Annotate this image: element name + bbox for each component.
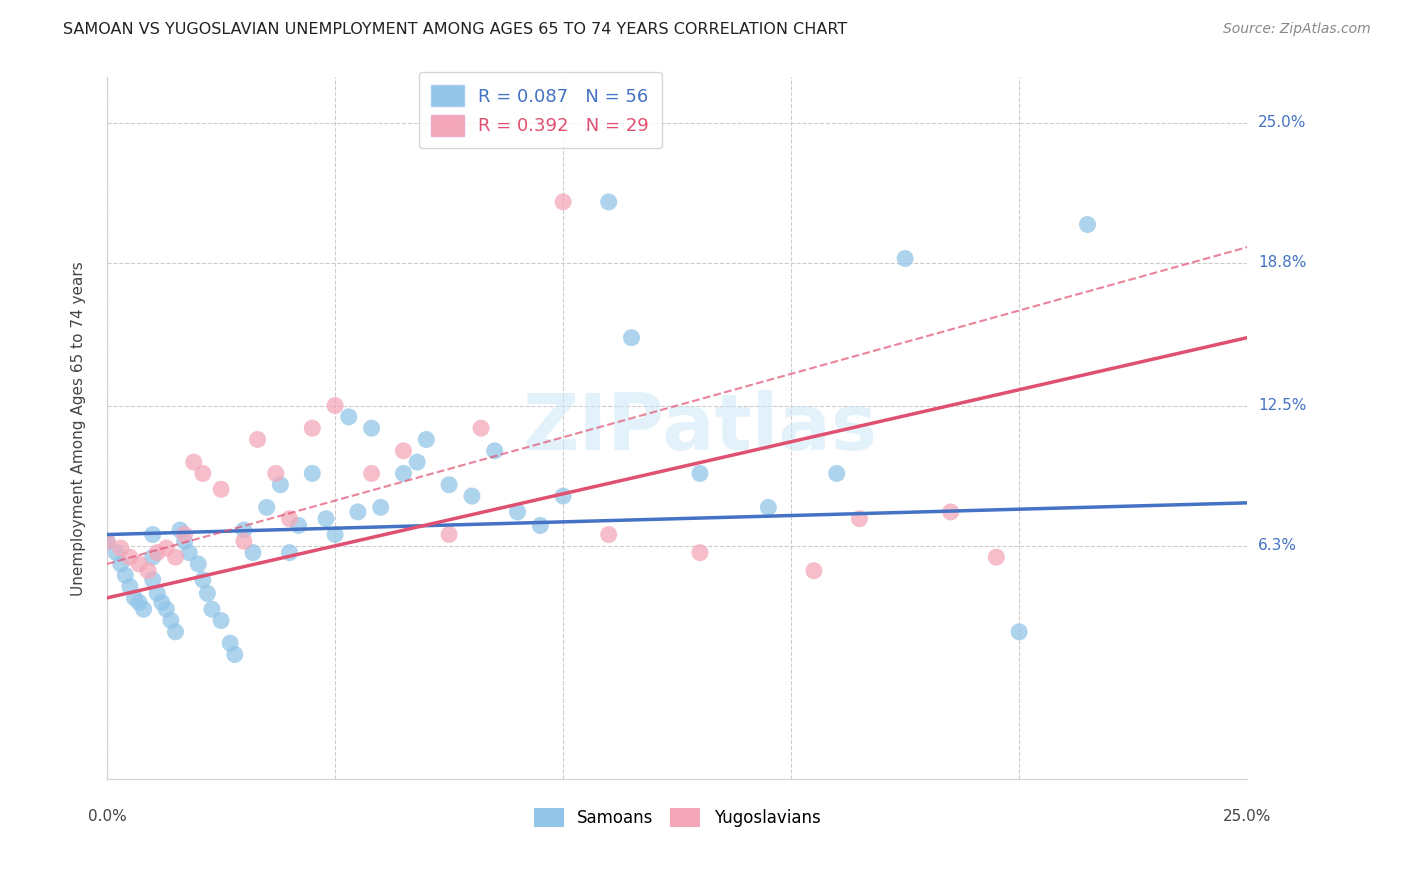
Point bbox=[986, 550, 1008, 565]
Point bbox=[118, 550, 141, 565]
Text: SAMOAN VS YUGOSLAVIAN UNEMPLOYMENT AMONG AGES 65 TO 74 YEARS CORRELATION CHART: SAMOAN VS YUGOSLAVIAN UNEMPLOYMENT AMONG… bbox=[63, 22, 848, 37]
Point bbox=[1008, 624, 1031, 639]
Point bbox=[939, 505, 962, 519]
Point bbox=[165, 624, 187, 639]
Point bbox=[415, 433, 437, 447]
Point bbox=[110, 541, 132, 555]
Point bbox=[287, 518, 309, 533]
Point bbox=[756, 500, 779, 515]
Point bbox=[146, 546, 169, 560]
Point bbox=[132, 602, 155, 616]
Point bbox=[179, 546, 201, 560]
Point bbox=[323, 399, 346, 413]
Point bbox=[689, 546, 711, 560]
Point bbox=[470, 421, 492, 435]
Point bbox=[506, 505, 529, 519]
Point bbox=[146, 586, 169, 600]
Point bbox=[1077, 218, 1099, 232]
Point bbox=[191, 573, 214, 587]
Point bbox=[232, 523, 254, 537]
Point bbox=[301, 421, 323, 435]
Point bbox=[484, 443, 506, 458]
Point bbox=[96, 534, 118, 549]
Point bbox=[553, 194, 575, 209]
Point bbox=[187, 557, 209, 571]
Text: Source: ZipAtlas.com: Source: ZipAtlas.com bbox=[1223, 22, 1371, 37]
Point bbox=[142, 527, 165, 541]
Point bbox=[553, 489, 575, 503]
Point bbox=[894, 252, 917, 266]
Point bbox=[278, 511, 301, 525]
Point bbox=[620, 331, 643, 345]
Point bbox=[461, 489, 484, 503]
Point bbox=[337, 409, 360, 424]
Point bbox=[219, 636, 242, 650]
Point bbox=[232, 534, 254, 549]
Point bbox=[264, 467, 287, 481]
Point bbox=[269, 477, 291, 491]
Point bbox=[197, 586, 219, 600]
Point bbox=[118, 580, 141, 594]
Point bbox=[406, 455, 429, 469]
Point bbox=[150, 595, 173, 609]
Point bbox=[128, 595, 150, 609]
Point bbox=[173, 534, 195, 549]
Point bbox=[136, 564, 159, 578]
Point bbox=[848, 511, 870, 525]
Point bbox=[169, 523, 191, 537]
Point bbox=[315, 511, 337, 525]
Text: 25.0%: 25.0% bbox=[1258, 115, 1306, 130]
Point bbox=[392, 443, 415, 458]
Point bbox=[114, 568, 136, 582]
Text: 25.0%: 25.0% bbox=[1223, 809, 1271, 824]
Text: 6.3%: 6.3% bbox=[1258, 539, 1298, 553]
Point bbox=[124, 591, 146, 605]
Text: 0.0%: 0.0% bbox=[87, 809, 127, 824]
Text: ZIPatlas: ZIPatlas bbox=[523, 390, 877, 467]
Point bbox=[209, 614, 232, 628]
Point bbox=[209, 483, 232, 497]
Point bbox=[256, 500, 278, 515]
Point bbox=[173, 527, 195, 541]
Point bbox=[360, 467, 382, 481]
Point bbox=[360, 421, 382, 435]
Point bbox=[183, 455, 205, 469]
Point bbox=[128, 557, 150, 571]
Point bbox=[96, 534, 118, 549]
Point bbox=[246, 433, 269, 447]
Point bbox=[110, 557, 132, 571]
Point bbox=[191, 467, 214, 481]
Point bbox=[142, 573, 165, 587]
Point bbox=[598, 527, 620, 541]
Point bbox=[598, 194, 620, 209]
Point bbox=[142, 550, 165, 565]
Point bbox=[201, 602, 224, 616]
Text: 18.8%: 18.8% bbox=[1258, 255, 1306, 270]
Point bbox=[347, 505, 370, 519]
Point bbox=[165, 550, 187, 565]
Point bbox=[224, 648, 246, 662]
Point bbox=[370, 500, 392, 515]
Point bbox=[323, 527, 346, 541]
Point bbox=[392, 467, 415, 481]
Point bbox=[242, 546, 264, 560]
Point bbox=[437, 477, 460, 491]
Point bbox=[529, 518, 551, 533]
Point bbox=[301, 467, 323, 481]
Point bbox=[278, 546, 301, 560]
Legend: Samoans, Yugoslavians: Samoans, Yugoslavians bbox=[527, 801, 827, 834]
Point bbox=[105, 546, 128, 560]
Point bbox=[803, 564, 825, 578]
Point bbox=[689, 467, 711, 481]
Point bbox=[155, 602, 177, 616]
Point bbox=[437, 527, 460, 541]
Y-axis label: Unemployment Among Ages 65 to 74 years: Unemployment Among Ages 65 to 74 years bbox=[72, 260, 86, 596]
Point bbox=[825, 467, 848, 481]
Point bbox=[155, 541, 177, 555]
Text: 12.5%: 12.5% bbox=[1258, 398, 1306, 413]
Point bbox=[160, 614, 183, 628]
